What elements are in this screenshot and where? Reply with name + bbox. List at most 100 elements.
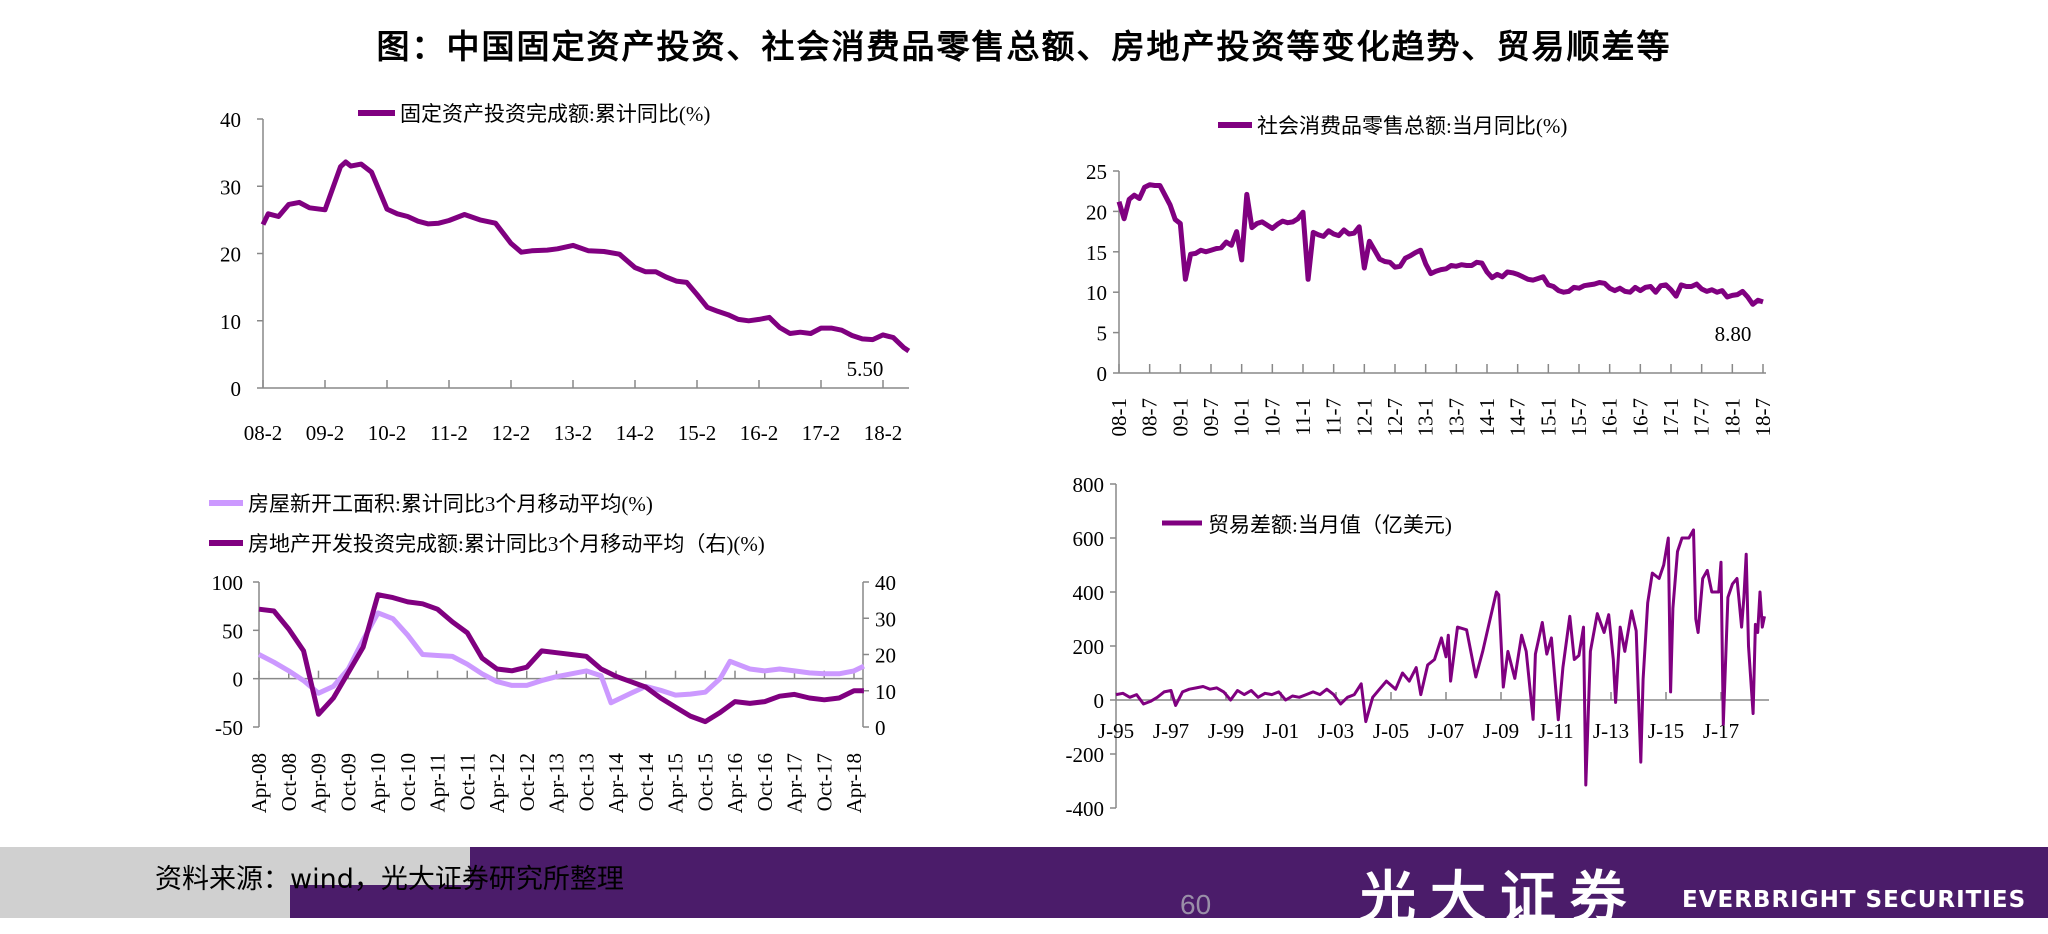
c3-x-tick-label: Apr-08 <box>247 753 271 813</box>
c4-x-tick-label: J-05 <box>1373 719 1409 743</box>
c3-right-tick-label: 20 <box>875 644 896 668</box>
c3-legend-label: 房屋新开工面积:累计同比3个月移动平均(%) <box>248 492 653 516</box>
c1-series-line <box>260 159 911 354</box>
c2-x-tick-label: 12-1 <box>1352 398 1376 437</box>
c2-x-tick-label: 13-1 <box>1414 398 1438 437</box>
c1-x-tick-label: 11-2 <box>430 421 468 445</box>
c1-annotation: 5.50 <box>847 357 884 381</box>
c3-x-tick-label: Apr-16 <box>723 753 747 813</box>
c2-x-tick-label: 17-7 <box>1690 398 1714 437</box>
c2-x-tick-label: 15-1 <box>1536 398 1560 437</box>
c1-y-tick-label: 40 <box>220 108 241 132</box>
c2-y-tick-label: 5 <box>1097 322 1108 346</box>
c4-x-tick-label: J-15 <box>1648 719 1684 743</box>
c3-x-tick-label: Oct-10 <box>396 753 420 811</box>
c2-y-tick-label: 15 <box>1086 241 1107 265</box>
c1-x-tick-label: 17-2 <box>802 421 841 445</box>
c3-x-tick-label: Oct-16 <box>753 753 777 811</box>
c2-x-tick-label: 15-7 <box>1567 398 1591 437</box>
c1-y-tick-label: 10 <box>220 310 241 334</box>
logo-cn: 光大证券 <box>1360 865 1640 931</box>
c3-right-tick-label: 0 <box>875 716 886 740</box>
c3-x-tick-label: Oct-14 <box>634 753 658 812</box>
c2-x-tick-label: 12-7 <box>1383 398 1407 437</box>
c3-right-tick-label: 40 <box>875 571 896 595</box>
c1-y-tick-label: 0 <box>231 377 242 401</box>
c4-y-tick-label: 0 <box>1094 689 1105 713</box>
c3-x-tick-label: Oct-15 <box>693 753 717 811</box>
c3-left-tick-label: 0 <box>233 668 244 692</box>
c4-x-tick-label: J-03 <box>1318 719 1354 743</box>
c3-x-tick-label: Apr-11 <box>426 753 450 812</box>
c3-x-tick-label: Apr-15 <box>664 753 688 813</box>
c4-x-tick-label: J-13 <box>1593 719 1629 743</box>
c4-y-tick-label: 800 <box>1073 473 1105 497</box>
c3-series-line-dark <box>258 592 864 725</box>
c2-y-tick-label: 0 <box>1097 362 1108 386</box>
c2-x-tick-label: 11-1 <box>1291 398 1315 436</box>
c4-y-tick-label: -400 <box>1066 797 1105 821</box>
c4-x-tick-label: J-17 <box>1703 719 1739 743</box>
c3-x-tick-label: Oct-17 <box>812 753 836 811</box>
c3-x-tick-label: Apr-12 <box>485 753 509 813</box>
c3-left-tick-label: -50 <box>215 716 243 740</box>
footer-gray-block <box>0 885 290 918</box>
c3-x-tick-label: Apr-13 <box>545 753 569 813</box>
c4-x-tick-label: J-01 <box>1263 719 1299 743</box>
c3-x-tick-label: Oct-11 <box>455 753 479 811</box>
c3-left-tick-label: 100 <box>212 571 244 595</box>
c4-series-line <box>1115 528 1766 787</box>
c2-x-tick-label: 10-1 <box>1230 398 1254 437</box>
c3-legend-label: 房地产开发投资完成额:累计同比3个月移动平均（右)(%) <box>248 532 765 556</box>
c2-x-tick-label: 18-1 <box>1720 398 1744 437</box>
c3-x-tick-label: Apr-18 <box>842 753 866 813</box>
c4-y-tick-label: -200 <box>1066 743 1105 767</box>
c3-x-tick-label: Oct-12 <box>515 753 539 811</box>
c2-series-line <box>1116 182 1764 307</box>
c4-y-tick-label: 200 <box>1073 635 1105 659</box>
c1-x-tick-label: 13-2 <box>554 421 593 445</box>
c1-x-tick-label: 09-2 <box>306 421 345 445</box>
page-title: 图：中国固定资产投资、社会消费品零售总额、房地产投资等变化趋势、贸易顺差等 <box>376 27 1672 66</box>
c3-right-tick-label: 30 <box>875 607 896 631</box>
c4-x-tick-label: J-11 <box>1538 719 1573 743</box>
c1-x-tick-label: 12-2 <box>492 421 531 445</box>
c1-y-tick-label: 20 <box>220 243 241 267</box>
c1-x-tick-label: 15-2 <box>678 421 717 445</box>
c1-legend-label: 固定资产投资完成额:累计同比(%) <box>400 102 710 126</box>
c3-x-tick-label: Apr-17 <box>783 753 807 813</box>
c2-x-tick-label: 09-7 <box>1199 398 1223 437</box>
footer: 资料来源：wind，光大证券研究所整理 60 光大证券 EVERBRIGHT S… <box>0 847 2048 931</box>
c4-y-tick-label: 600 <box>1073 527 1105 551</box>
c1-x-tick-label: 18-2 <box>864 421 903 445</box>
c1-x-tick-label: 10-2 <box>368 421 407 445</box>
c1-x-tick-label: 14-2 <box>616 421 655 445</box>
c2-x-tick-label: 11-7 <box>1322 398 1346 436</box>
c1-y-tick-label: 30 <box>220 175 241 199</box>
c3-x-tick-label: Apr-10 <box>366 753 390 813</box>
c3-x-tick-label: Oct-08 <box>277 753 301 811</box>
c2-x-tick-label: 08-1 <box>1107 398 1131 437</box>
source-note: 资料来源：wind，光大证券研究所整理 <box>155 864 624 895</box>
footer-gray-block <box>0 847 470 885</box>
c2-x-tick-label: 08-7 <box>1138 398 1162 437</box>
c2-x-tick-label: 16-1 <box>1598 398 1622 437</box>
c2-x-tick-label: 14-7 <box>1506 398 1530 437</box>
logo-en: EVERBRIGHT SECURITIES <box>1682 887 2027 913</box>
c2-y-tick-label: 10 <box>1086 281 1107 305</box>
c2-x-tick-label: 10-7 <box>1260 398 1284 437</box>
c1-x-tick-label: 16-2 <box>740 421 779 445</box>
c3-x-tick-label: Oct-13 <box>574 753 598 811</box>
c2-x-tick-label: 16-7 <box>1628 398 1652 437</box>
c3-x-tick-label: Oct-09 <box>336 753 360 811</box>
c4-x-tick-label: J-99 <box>1208 719 1244 743</box>
c2-annotation: 8.80 <box>1715 322 1752 346</box>
c3-left-tick-label: 50 <box>222 619 243 643</box>
c2-x-tick-label: 13-7 <box>1444 398 1468 437</box>
c2-x-tick-label: 17-1 <box>1659 398 1683 437</box>
c3-series-line-light <box>257 610 865 706</box>
c2-x-tick-label: 18-7 <box>1751 398 1775 437</box>
c4-legend-label: 贸易差额:当月值（亿美元) <box>1208 513 1452 537</box>
c4-x-tick-label: J-95 <box>1098 719 1134 743</box>
